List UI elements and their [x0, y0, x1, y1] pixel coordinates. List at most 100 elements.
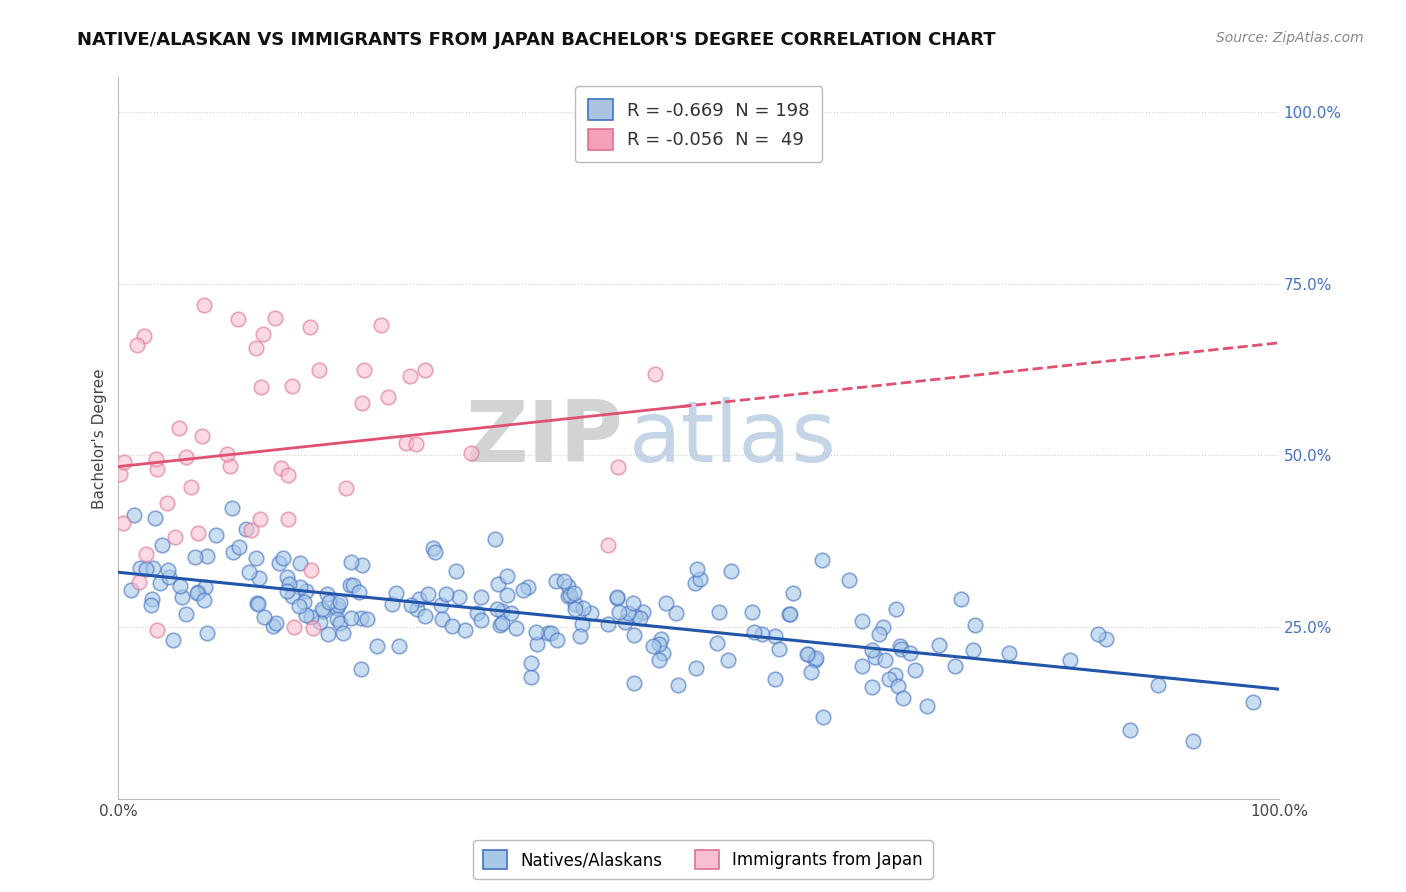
Point	[886, 679, 908, 693]
Point	[915, 698, 938, 713]
Point	[218, 459, 240, 474]
Point	[709, 605, 731, 619]
Point	[190, 429, 212, 443]
Point	[499, 606, 522, 620]
Point	[488, 618, 510, 632]
Point	[340, 611, 363, 625]
Point	[851, 659, 873, 673]
Point	[180, 480, 202, 494]
Point	[963, 618, 986, 632]
Point	[860, 643, 883, 657]
Point	[557, 579, 579, 593]
Point	[350, 558, 373, 572]
Point	[370, 318, 392, 332]
Point	[377, 390, 399, 404]
Point	[281, 590, 304, 604]
Point	[422, 541, 444, 555]
Point	[128, 574, 150, 589]
Point	[174, 450, 197, 465]
Point	[281, 379, 304, 393]
Point	[484, 533, 506, 547]
Point	[623, 628, 645, 642]
Point	[491, 615, 513, 630]
Point	[467, 607, 489, 621]
Point	[720, 564, 742, 578]
Point	[135, 547, 157, 561]
Point	[579, 606, 602, 620]
Point	[413, 609, 436, 624]
Point	[264, 615, 287, 630]
Point	[311, 604, 333, 618]
Point	[145, 462, 167, 476]
Point	[366, 639, 388, 653]
Point	[388, 639, 411, 653]
Point	[141, 599, 163, 613]
Point	[1241, 695, 1264, 709]
Point	[252, 326, 274, 341]
Point	[120, 582, 142, 597]
Point	[405, 437, 427, 451]
Point	[277, 468, 299, 483]
Point	[150, 538, 173, 552]
Point	[381, 597, 404, 611]
Point	[763, 629, 786, 643]
Point	[249, 512, 271, 526]
Point	[613, 615, 636, 629]
Point	[253, 610, 276, 624]
Point	[187, 525, 209, 540]
Point	[804, 653, 827, 667]
Point	[470, 613, 492, 627]
Point	[332, 625, 354, 640]
Point	[325, 612, 347, 626]
Point	[666, 677, 689, 691]
Point	[288, 557, 311, 571]
Point	[652, 646, 675, 660]
Point	[193, 592, 215, 607]
Point	[997, 646, 1019, 660]
Point	[512, 583, 534, 598]
Point	[350, 611, 373, 625]
Point	[453, 624, 475, 638]
Point	[796, 647, 818, 661]
Point	[311, 601, 333, 615]
Point	[890, 642, 912, 657]
Point	[267, 557, 290, 571]
Point	[132, 329, 155, 343]
Point	[571, 616, 593, 631]
Point	[395, 435, 418, 450]
Y-axis label: Bachelor's Degree: Bachelor's Degree	[93, 368, 107, 508]
Point	[562, 586, 585, 600]
Point	[318, 595, 340, 609]
Point	[169, 420, 191, 434]
Point	[778, 607, 800, 622]
Point	[903, 663, 925, 677]
Point	[596, 616, 619, 631]
Point	[194, 580, 217, 594]
Point	[245, 550, 267, 565]
Point	[441, 619, 464, 633]
Point	[763, 673, 786, 687]
Point	[328, 598, 350, 612]
Point	[717, 653, 740, 667]
Point	[172, 591, 194, 605]
Point	[349, 662, 371, 676]
Point	[162, 633, 184, 648]
Point	[215, 447, 238, 461]
Point	[277, 512, 299, 526]
Point	[356, 611, 378, 625]
Point	[295, 608, 318, 623]
Point	[149, 576, 172, 591]
Point	[263, 311, 285, 326]
Point	[851, 614, 873, 628]
Point	[246, 597, 269, 611]
Point	[1181, 733, 1204, 747]
Point	[496, 588, 519, 602]
Point	[262, 619, 284, 633]
Point	[239, 523, 262, 537]
Point	[342, 578, 364, 592]
Point	[860, 680, 883, 694]
Point	[228, 540, 250, 554]
Point	[889, 640, 911, 654]
Point	[195, 549, 218, 563]
Point	[353, 363, 375, 377]
